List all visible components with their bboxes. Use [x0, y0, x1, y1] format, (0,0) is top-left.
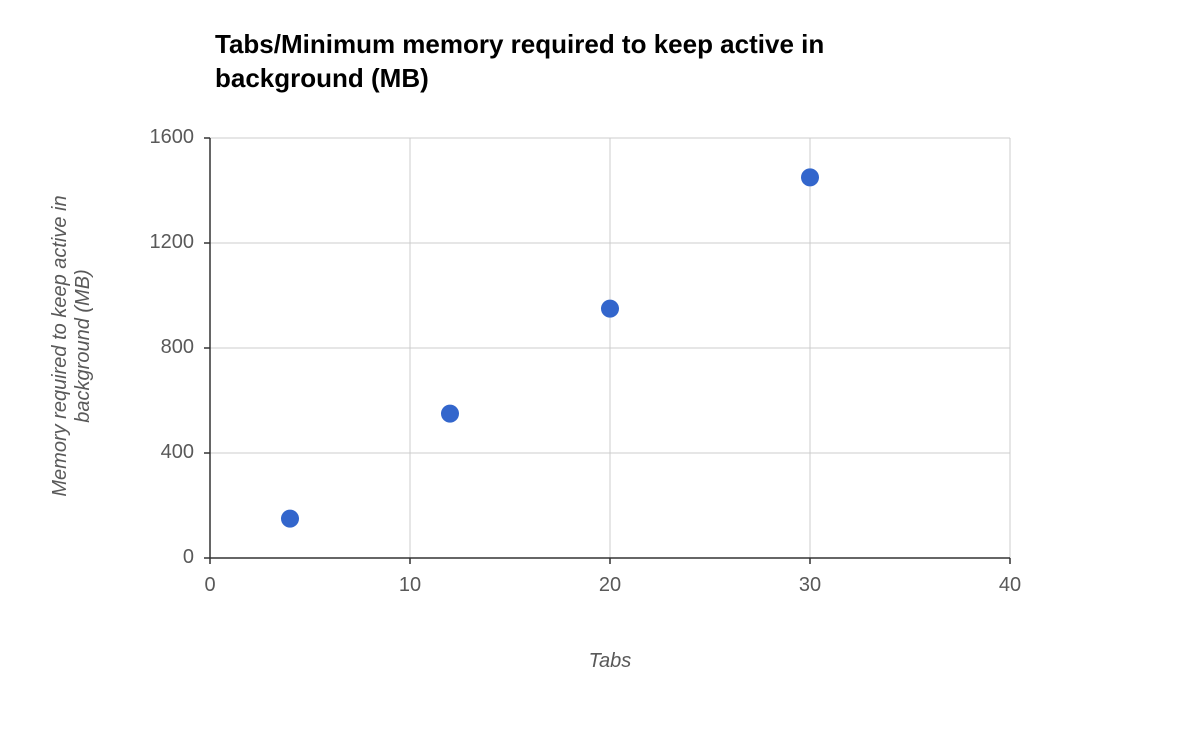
y-tick-label: 1600 — [124, 126, 194, 149]
plot-svg — [210, 138, 1010, 558]
y-tick-label: 800 — [124, 336, 194, 359]
data-point[interactable] — [601, 300, 619, 318]
x-tick-label: 0 — [180, 574, 240, 597]
plot-area — [210, 138, 1010, 558]
data-point[interactable] — [801, 168, 819, 186]
y-tick-label: 400 — [124, 441, 194, 464]
y-tick-label: 1200 — [124, 231, 194, 254]
x-tick-label: 20 — [580, 574, 640, 597]
x-tick-label: 30 — [780, 574, 840, 597]
y-tick-label: 0 — [124, 546, 194, 569]
x-tick-label: 40 — [980, 574, 1040, 597]
chart-title: Tabs/Minimum memory required to keep act… — [215, 28, 935, 96]
data-point[interactable] — [281, 510, 299, 528]
y-axis-label: Memory required to keep active in backgr… — [49, 136, 95, 556]
data-point[interactable] — [441, 405, 459, 423]
x-axis-label: Tabs — [510, 650, 710, 673]
chart-container: Tabs/Minimum memory required to keep act… — [0, 0, 1192, 732]
x-tick-label: 10 — [380, 574, 440, 597]
